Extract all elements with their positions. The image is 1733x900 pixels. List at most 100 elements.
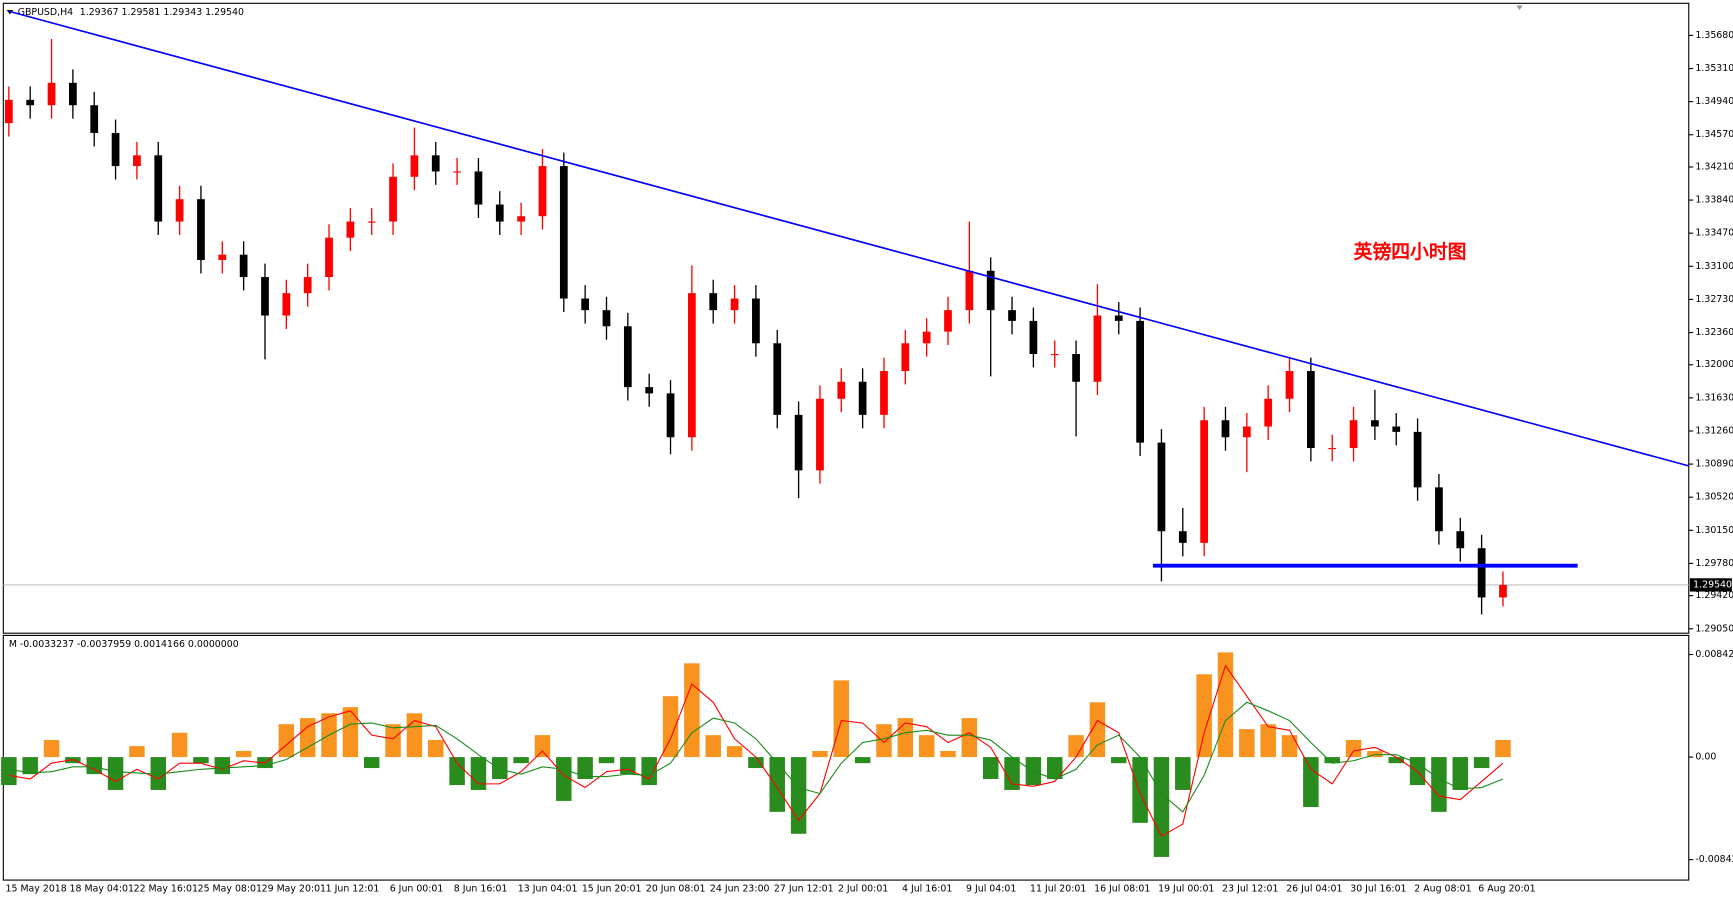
y-tick-label: 1.35310 [1695,63,1733,74]
candle-body [986,270,995,311]
x-tick-label: 6 Jun 00:01 [390,883,444,894]
histogram-bar [577,757,593,780]
histogram-bar [449,757,465,786]
signal-line [8,664,1504,838]
symbol-title: GBPUSD,H4 [18,7,73,18]
candle-body [1157,442,1166,532]
histogram-bar [641,757,657,786]
candle-body [922,331,931,344]
histogram-bar [22,757,38,775]
histogram-bar [1239,729,1255,758]
candle-body [47,82,56,106]
y-tick-label: 1.34210 [1695,161,1733,172]
candle-body [1413,431,1422,488]
histogram-bar [107,757,124,790]
candle-body [133,155,141,167]
histogram-bar [598,757,615,764]
candle-body [1349,420,1358,448]
histogram-bar [1495,740,1511,758]
x-tick-label: 29 May 20:01 [262,883,326,894]
candle-body [367,221,376,223]
signal-line [8,701,1504,813]
last-price-box [1689,578,1732,592]
histogram-bar [833,680,850,758]
candle-body [1093,315,1102,382]
candle-body [880,371,888,415]
x-tick-label: 6 Aug 20:01 [1478,883,1535,894]
candle-body [1242,426,1251,438]
candle-body [1008,310,1016,321]
x-tick-label: 2 Jul 00:01 [838,883,888,894]
candle-body [303,277,312,294]
candle-body [666,393,675,438]
trendline [8,10,1689,467]
annotation: 英镑四小时图 [1354,240,1467,263]
candle-body [1392,426,1401,432]
candle-body [1499,584,1507,598]
histogram-bar [1431,757,1447,812]
candle-body [1178,531,1187,543]
y-tick-label: 1.34570 [1695,129,1733,140]
candle-body [773,343,782,415]
candle-body [1050,354,1059,356]
histogram-bar [299,718,316,758]
candle-body [1029,320,1038,355]
x-tick-label: 19 Jul 00:01 [1158,883,1214,894]
candle-body [709,293,718,311]
candle-body [965,270,974,311]
histogram-bar [470,757,487,790]
y-tick-label: 1.29050 [1695,623,1733,634]
y-tick-label: 0.008423 [1695,649,1733,660]
histogram-bar [748,757,764,769]
candle-body [431,155,440,172]
histogram-bar [363,757,380,769]
candle-body [645,387,654,394]
histogram-bar [1132,757,1148,823]
candle-body [1306,371,1315,448]
candle-body [4,99,13,124]
histogram-bar [726,746,743,758]
histogram-bar [1175,757,1191,790]
candle-body [453,171,461,173]
candle-body [837,381,846,399]
histogram-bar [235,750,252,758]
x-tick-label: 1 Jun 12:01 [326,883,380,894]
x-tick-label: 2 Aug 08:01 [1414,883,1471,894]
histogram-bar [492,757,508,780]
candle-body [517,216,525,222]
x-tick-label: 25 May 08:01 [198,883,262,894]
candle-body [901,343,910,372]
histogram-bar [1345,740,1362,758]
y-tick-label: 0.00 [1695,752,1716,763]
histogram-bar [705,735,721,758]
symbol-header: GBPUSD,H4 1.29367 1.29581 1.29343 1.29540 [18,7,244,18]
histogram-bar [1281,735,1298,758]
candle-body [197,199,205,261]
candle-body [111,132,120,167]
histogram-bar [214,757,231,775]
histogram-bar [65,757,81,764]
candle-body [90,105,99,133]
histogram-bar [1260,724,1276,758]
candle-body [282,293,291,316]
indicator-title: M -0.0033237 -0.0037959 0.0014166 0.0000… [9,639,239,650]
x-tick-label: 15 May 2018 [6,883,67,894]
candle-body [389,176,397,222]
candle-body [1371,420,1379,427]
x-tick-label: 4 Jul 16:01 [902,883,952,894]
histogram-bar [940,750,956,758]
candle-body [730,298,739,311]
histogram-bar [1473,757,1490,769]
candle-body [944,310,952,332]
candle-body [1200,420,1209,543]
histogram-bar [150,757,167,790]
candle-body [325,237,333,278]
y-tick-label: 1.33840 [1695,195,1733,206]
candle-body [1328,447,1337,450]
candle-body [623,326,632,388]
candle-body [1114,315,1123,321]
histogram-bar [1367,750,1383,758]
histogram-bar [513,757,529,764]
candle-body [858,381,867,415]
